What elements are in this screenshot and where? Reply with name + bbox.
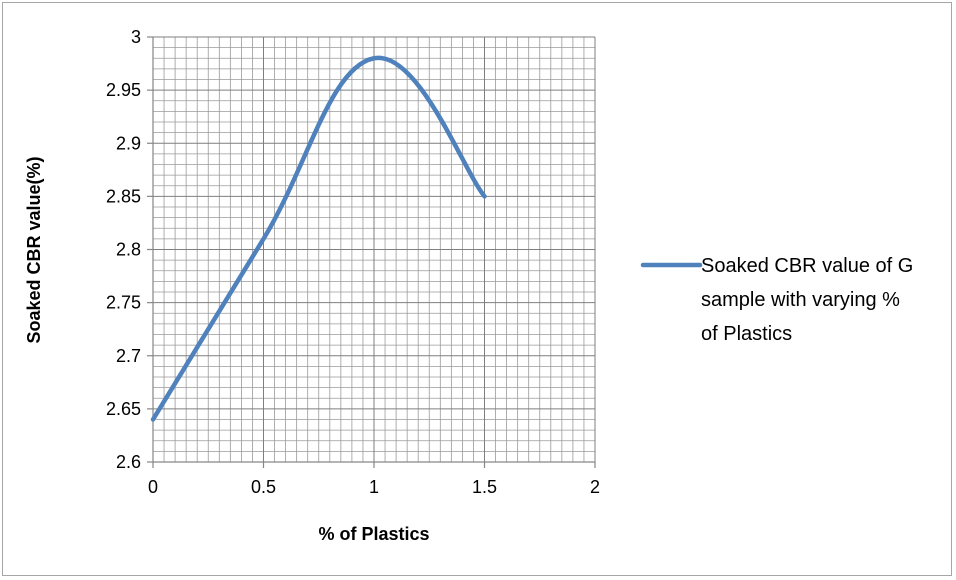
x-tick-label: 1: [369, 477, 379, 497]
x-tick-labels: 0 0.5 1 1.5 2: [148, 477, 600, 497]
x-tick-label: 0: [148, 477, 158, 497]
y-tick-labels: 2.6 2.65 2.7 2.75 2.8 2.85 2.9 2.95 3: [106, 27, 141, 472]
x-tick-label: 0.5: [251, 477, 276, 497]
legend-label-line-3: of Plastics: [701, 323, 792, 345]
legend: Soaked CBR value of G sample with varyin…: [640, 255, 913, 345]
grid-major: [153, 36, 596, 462]
legend-label-line-1: Soaked CBR value of G: [701, 255, 913, 277]
y-tick-label: 2.6: [116, 452, 141, 472]
x-tick-label: 1.5: [472, 477, 497, 497]
series-layer: [150, 55, 487, 422]
x-tick-label: 2: [590, 477, 600, 497]
y-tick-label: 2.75: [106, 293, 141, 313]
series-line-0: [150, 55, 487, 422]
y-tick-label: 2.65: [106, 399, 141, 419]
y-tick-label: 2.85: [106, 186, 141, 206]
y-tick-label: 2.95: [106, 80, 141, 100]
y-tick-label: 2.7: [116, 346, 141, 366]
y-axis-title: Soaked CBR value(%): [24, 156, 44, 343]
legend-label-line-2: sample with varying %: [701, 289, 900, 311]
y-tick-label: 2.9: [116, 133, 141, 153]
y-tick-label: 3: [131, 27, 141, 47]
axes: [147, 36, 596, 468]
x-axis-title: % of Plastics: [318, 524, 429, 544]
y-tick-label: 2.8: [116, 240, 141, 260]
